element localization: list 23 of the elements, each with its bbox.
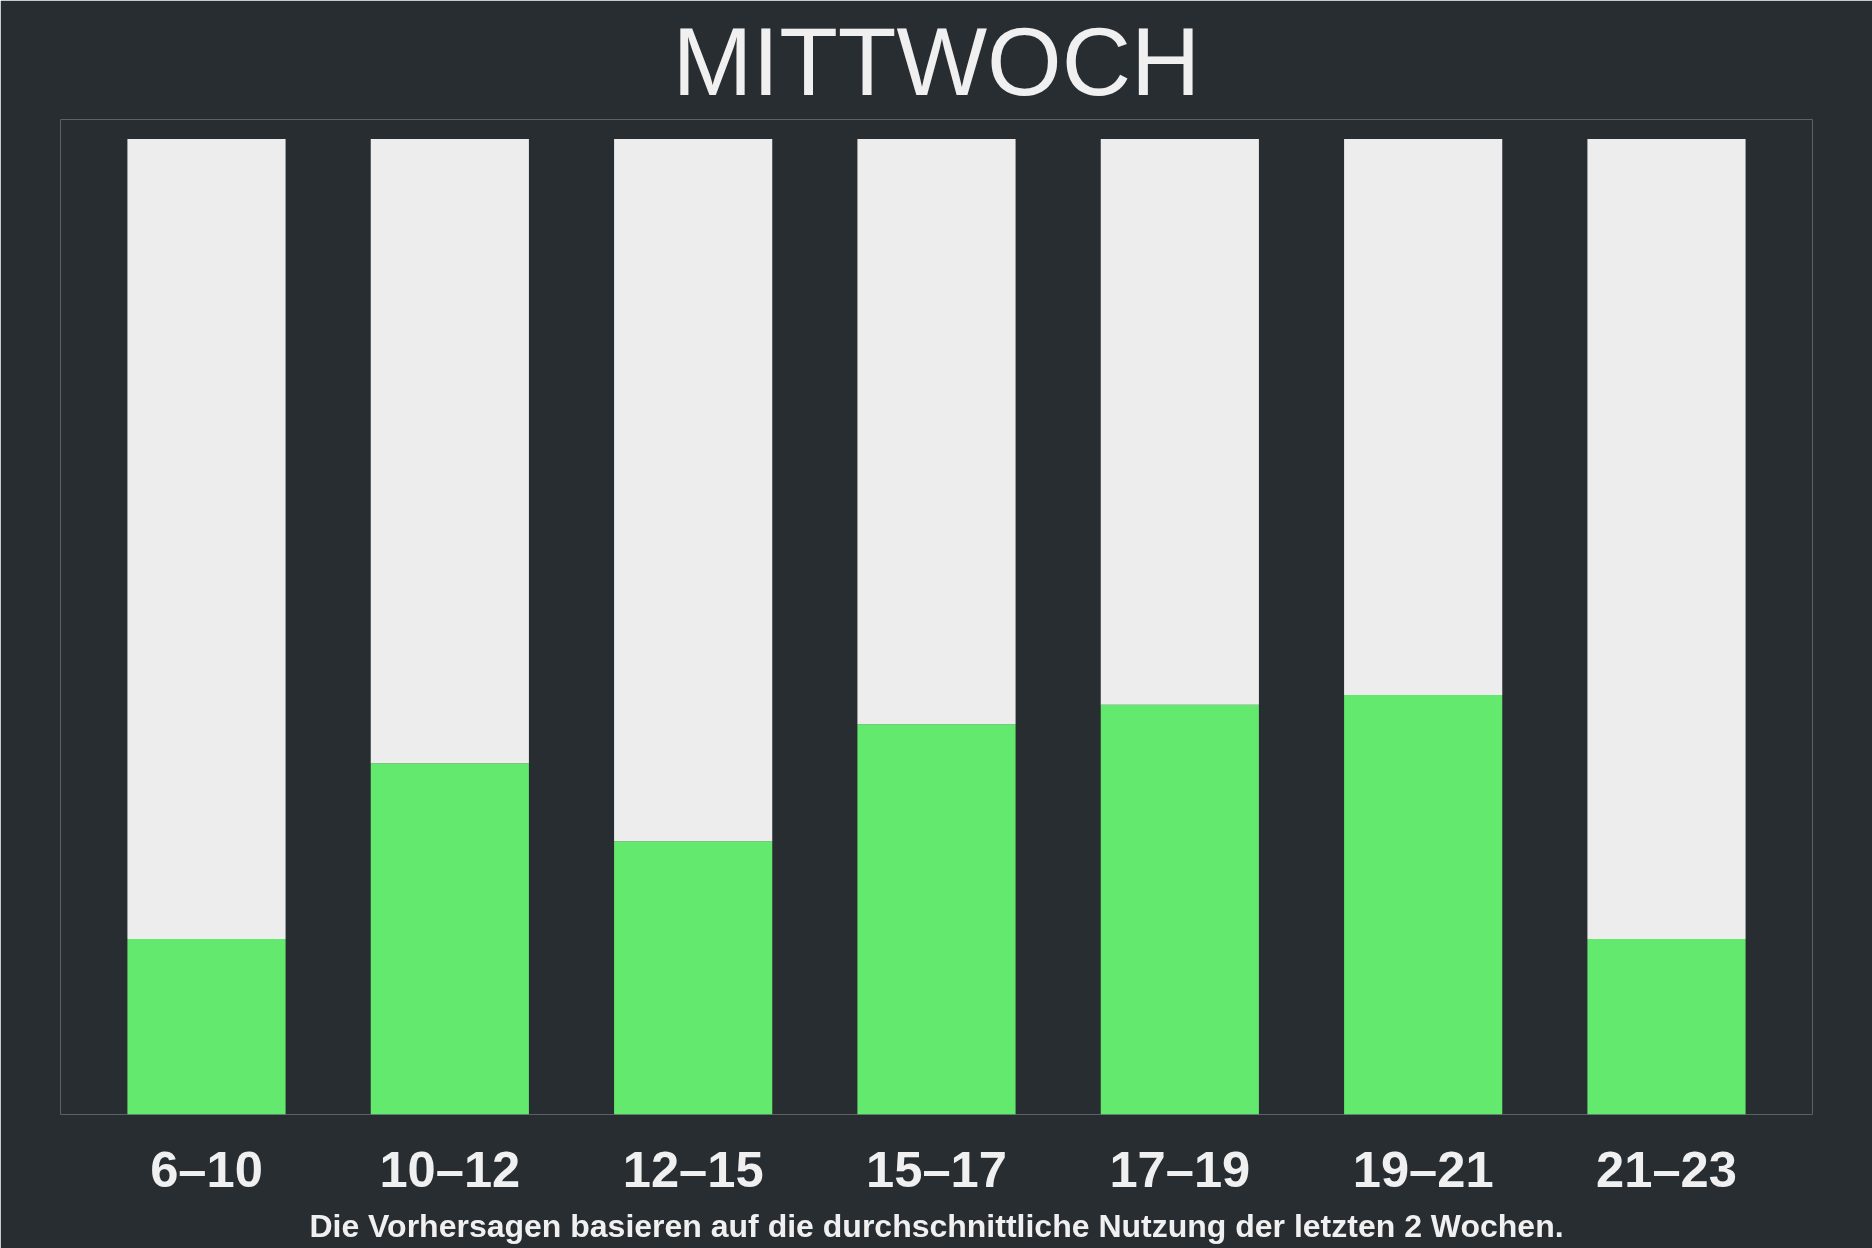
bar	[127, 139, 286, 939]
bar	[1587, 139, 1746, 939]
chart-title: MITTWOCH	[672, 7, 1201, 115]
bar	[857, 139, 1016, 725]
x-tick-label: 6–10	[150, 1140, 263, 1198]
bar	[370, 139, 529, 764]
x-tick-label: 21–23	[1596, 1140, 1737, 1198]
x-tick-label: 12–15	[622, 1140, 764, 1198]
bar	[1344, 695, 1503, 1115]
x-tick-label: 10–12	[379, 1140, 521, 1198]
text: Die Vorhersagen basieren auf die durchschnittliche Nutzung der letzten 2 Wochen.	[309, 1207, 1564, 1244]
x-tick-label: 19–21	[1352, 1140, 1494, 1198]
bar	[127, 938, 286, 1115]
bar	[857, 724, 1016, 1115]
x-tick-label: 17–19	[1109, 1140, 1251, 1198]
bar	[614, 139, 773, 842]
bar	[1100, 704, 1259, 1115]
bar	[370, 763, 529, 1115]
bar	[1587, 938, 1746, 1115]
bar	[1100, 139, 1259, 705]
x-tick-label: 15–17	[866, 1140, 1007, 1198]
bar	[1344, 139, 1503, 696]
bar	[614, 841, 773, 1115]
